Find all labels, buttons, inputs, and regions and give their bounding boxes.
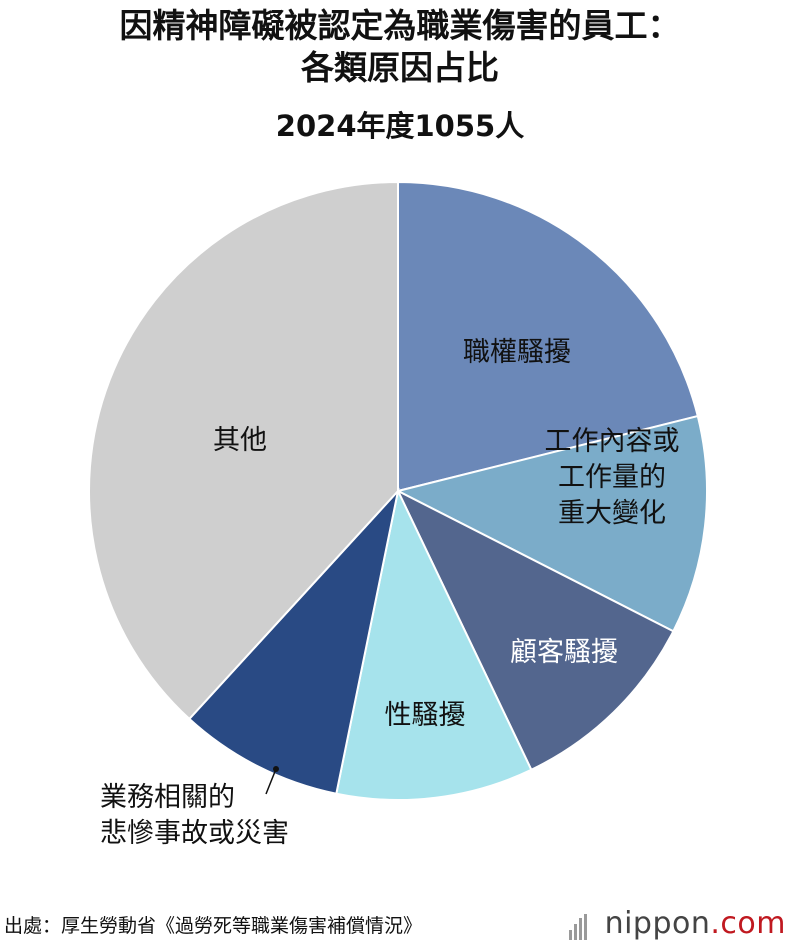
label-leader-dot	[273, 766, 279, 772]
nippon-logo-bars-icon	[569, 914, 593, 940]
chart-title: 因精神障礙被認定為職業傷害的員工：	[119, 6, 681, 45]
pie-slice	[335, 487, 533, 801]
pie-slice	[395, 414, 708, 633]
slice-label: 工作內容或工作量的重大變化	[545, 426, 680, 529]
pie-slice	[187, 487, 400, 795]
logo-main-text: nippon	[604, 906, 711, 941]
slice-label: 業務相關的悲慘事故或災害	[100, 782, 289, 849]
chart-subtitle: 2024年度1055人	[275, 109, 525, 143]
chart-title-line2: 各類原因占比	[301, 48, 499, 87]
slice-label: 顧客騷擾	[510, 637, 618, 668]
slice-label: 性騷擾	[385, 700, 466, 731]
logo-dotcom-text: .com	[710, 906, 786, 941]
nippon-logo: nippon.com	[605, 906, 786, 942]
label-leader-line	[265, 768, 277, 795]
pie-slice	[88, 180, 399, 721]
slice-label: 職權騷擾	[463, 337, 571, 368]
source-note: 出處：厚生勞動省《過勞死等職業傷害補償情況》	[4, 915, 423, 937]
pie-slice	[397, 180, 699, 493]
pie-slice	[395, 488, 675, 772]
slice-label: 其他	[213, 425, 267, 456]
